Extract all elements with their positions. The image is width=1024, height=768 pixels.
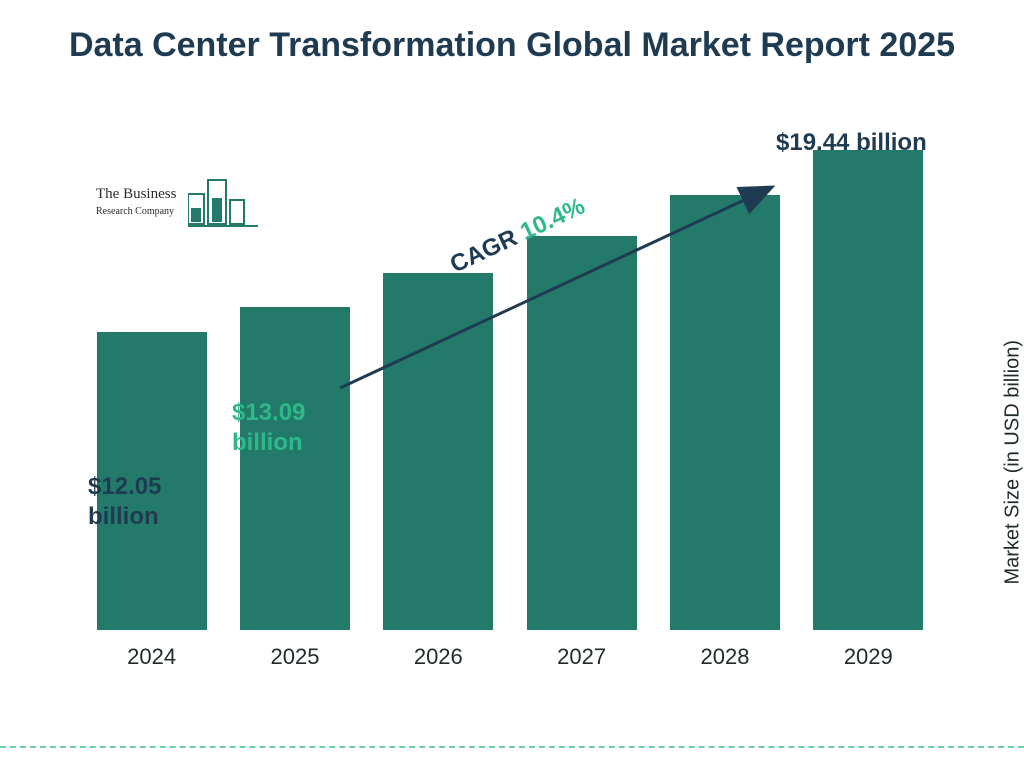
- bar-rect: [383, 273, 493, 630]
- value-unit: billion: [88, 503, 159, 530]
- bottom-dashed-line: [0, 746, 1024, 748]
- xlabel: 2025: [235, 644, 355, 670]
- bar-2029: [808, 150, 928, 630]
- bar-rect: [670, 195, 780, 630]
- xlabel: 2026: [378, 644, 498, 670]
- bar-rect: [813, 150, 923, 630]
- bar-2027: [522, 236, 642, 630]
- value-text: $13.09: [232, 399, 305, 426]
- chart-container: Data Center Transformation Global Market…: [0, 0, 1024, 768]
- chart-title: Data Center Transformation Global Market…: [0, 24, 1024, 67]
- bar-rect: [527, 236, 637, 630]
- xlabel: 2024: [92, 644, 212, 670]
- bar-rect: [240, 307, 350, 630]
- value-label-2029: $19.44 billion: [776, 128, 927, 158]
- bar-2026: [378, 273, 498, 630]
- bar-2025: [235, 307, 355, 630]
- y-axis-label: Market Size (in USD billion): [1002, 340, 1024, 585]
- x-axis-labels: 2024 2025 2026 2027 2028 2029: [80, 644, 940, 670]
- xlabel: 2027: [522, 644, 642, 670]
- value-text: $12.05: [88, 473, 161, 500]
- value-text: $19.44 billion: [776, 129, 927, 156]
- bar-2028: [665, 195, 785, 630]
- value-unit: billion: [232, 429, 303, 456]
- bars-group: [80, 150, 940, 630]
- value-label-2025: $13.09 billion: [232, 398, 305, 458]
- xlabel: 2028: [665, 644, 785, 670]
- xlabel: 2029: [808, 644, 928, 670]
- value-label-2024: $12.05 billion: [88, 472, 161, 532]
